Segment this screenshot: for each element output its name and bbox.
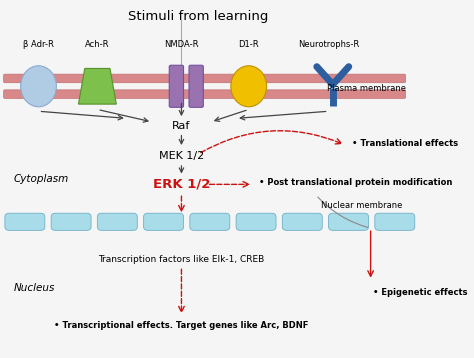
FancyBboxPatch shape	[4, 90, 405, 98]
FancyBboxPatch shape	[144, 213, 183, 230]
Text: Raf: Raf	[172, 121, 191, 131]
FancyBboxPatch shape	[169, 65, 183, 107]
FancyBboxPatch shape	[328, 213, 368, 230]
FancyBboxPatch shape	[4, 74, 405, 83]
Text: Stimuli from learning: Stimuli from learning	[128, 10, 268, 23]
FancyBboxPatch shape	[97, 213, 137, 230]
Text: Nucleus: Nucleus	[13, 283, 55, 293]
Ellipse shape	[231, 66, 266, 107]
Text: Cytoplasm: Cytoplasm	[13, 174, 69, 184]
FancyBboxPatch shape	[375, 213, 415, 230]
FancyBboxPatch shape	[51, 213, 91, 230]
Text: NMDA-R: NMDA-R	[164, 40, 199, 49]
FancyBboxPatch shape	[236, 213, 276, 230]
Text: Plasma membrane: Plasma membrane	[328, 83, 406, 93]
Text: • Transcriptional effects. Target genes like Arc, BDNF: • Transcriptional effects. Target genes …	[54, 321, 309, 330]
FancyBboxPatch shape	[5, 213, 45, 230]
Polygon shape	[79, 68, 116, 104]
Text: MEK 1/2: MEK 1/2	[159, 151, 204, 161]
Text: β Adr-R: β Adr-R	[23, 40, 54, 49]
FancyBboxPatch shape	[190, 213, 230, 230]
Text: D1-R: D1-R	[238, 40, 259, 49]
Text: Neurotrophs-R: Neurotrophs-R	[298, 40, 359, 49]
Text: Nuclear membrane: Nuclear membrane	[321, 201, 402, 210]
Text: • Epigenetic effects: • Epigenetic effects	[373, 288, 467, 297]
FancyBboxPatch shape	[189, 65, 203, 107]
Text: • Translational effects: • Translational effects	[352, 139, 458, 148]
FancyBboxPatch shape	[283, 213, 322, 230]
Text: Ach-R: Ach-R	[85, 40, 109, 49]
Text: ERK 1/2: ERK 1/2	[153, 178, 210, 191]
Ellipse shape	[21, 66, 56, 107]
Text: Transcription factors like Elk-1, CREB: Transcription factors like Elk-1, CREB	[98, 255, 264, 264]
Text: • Post translational protein modification: • Post translational protein modificatio…	[259, 178, 453, 187]
